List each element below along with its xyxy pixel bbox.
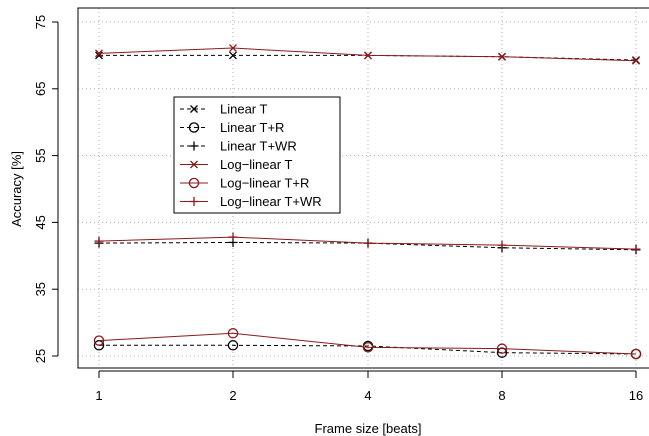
legend-item-2: Linear T+WR bbox=[180, 139, 297, 154]
legend-marker-5 bbox=[189, 197, 199, 206]
x-tick-label-4: 16 bbox=[629, 388, 643, 403]
plot-frame bbox=[77, 7, 649, 369]
legend-marker-4 bbox=[188, 177, 200, 189]
grid bbox=[78, 8, 649, 368]
legend-box bbox=[173, 96, 341, 214]
plot-series bbox=[93, 44, 642, 360]
legend-item-1: Linear T+R bbox=[180, 120, 284, 135]
legend-item-3: Log−linear T bbox=[180, 157, 292, 172]
series-5 bbox=[94, 232, 641, 254]
y-tick-label-1: 35 bbox=[33, 282, 48, 296]
y-axis-title: Accuracy [%] bbox=[9, 151, 24, 227]
legend-item-0: Linear T bbox=[180, 102, 268, 117]
series-0 bbox=[95, 51, 640, 65]
series-4-point-1 bbox=[227, 328, 239, 339]
series-4-point-2 bbox=[362, 342, 374, 353]
legend-marker-2 bbox=[189, 141, 199, 151]
series-4-point-4 bbox=[630, 348, 642, 360]
legend-marker-1 bbox=[188, 122, 200, 133]
legend-label-5: Log−linear T+WR bbox=[220, 194, 322, 209]
legend-item-4: Log−linear T+R bbox=[180, 176, 309, 191]
series-4-point-3 bbox=[496, 343, 508, 354]
y-tick-label-5: 75 bbox=[33, 15, 48, 29]
series-1-point-1 bbox=[227, 340, 239, 351]
series-5-point-2 bbox=[363, 238, 373, 248]
series-5-point-1 bbox=[228, 232, 238, 242]
series-5-point-4 bbox=[631, 244, 641, 254]
legend-label-3: Log−linear T bbox=[220, 157, 292, 172]
series-5-point-3 bbox=[497, 240, 507, 250]
legend-label-2: Linear T+WR bbox=[220, 139, 297, 154]
legend-label-4: Log−linear T+R bbox=[220, 176, 309, 191]
axes: Accuracy [%] Frame size [beats] 25 35 45 55… bbox=[9, 7, 649, 436]
y-tick-label-0: 25 bbox=[33, 349, 48, 363]
series-line-1 bbox=[99, 344, 637, 355]
series-3-point-1 bbox=[229, 44, 237, 53]
legend-item-5: Log−linear T+WR bbox=[180, 194, 322, 209]
series-5-point-0 bbox=[94, 236, 104, 246]
x-tick-label-1: 2 bbox=[229, 388, 236, 403]
y-tick-label-2: 45 bbox=[33, 215, 48, 229]
series-1-point-0 bbox=[93, 340, 105, 351]
series-1-point-3 bbox=[496, 347, 508, 358]
legend-label-0: Linear T bbox=[220, 102, 268, 117]
series-3 bbox=[95, 44, 640, 65]
x-tick-label-3: 8 bbox=[498, 388, 505, 403]
legend-marker-3 bbox=[190, 160, 198, 169]
series-4 bbox=[93, 328, 642, 360]
y-tick-label-3: 55 bbox=[33, 148, 48, 162]
x-tick-label-2: 4 bbox=[364, 388, 371, 403]
series-3-point-2 bbox=[364, 51, 372, 60]
series-3-point-4 bbox=[632, 56, 640, 65]
y-tick-label-4: 65 bbox=[33, 82, 48, 96]
series-0-point-1 bbox=[229, 51, 237, 60]
legend-marker-0 bbox=[190, 105, 198, 113]
legend-label-1: Linear T+R bbox=[220, 120, 284, 135]
x-tick-label-0: 1 bbox=[95, 388, 102, 403]
legend: Linear T Linear T+R Linear T+WR Log−linear … bbox=[173, 96, 341, 214]
series-3-point-3 bbox=[498, 52, 506, 61]
series-3-point-0 bbox=[95, 49, 103, 58]
series-line-4 bbox=[98, 332, 637, 355]
series-4-point-0 bbox=[93, 335, 105, 346]
x-axis-title: Frame size [beats] bbox=[315, 421, 422, 436]
